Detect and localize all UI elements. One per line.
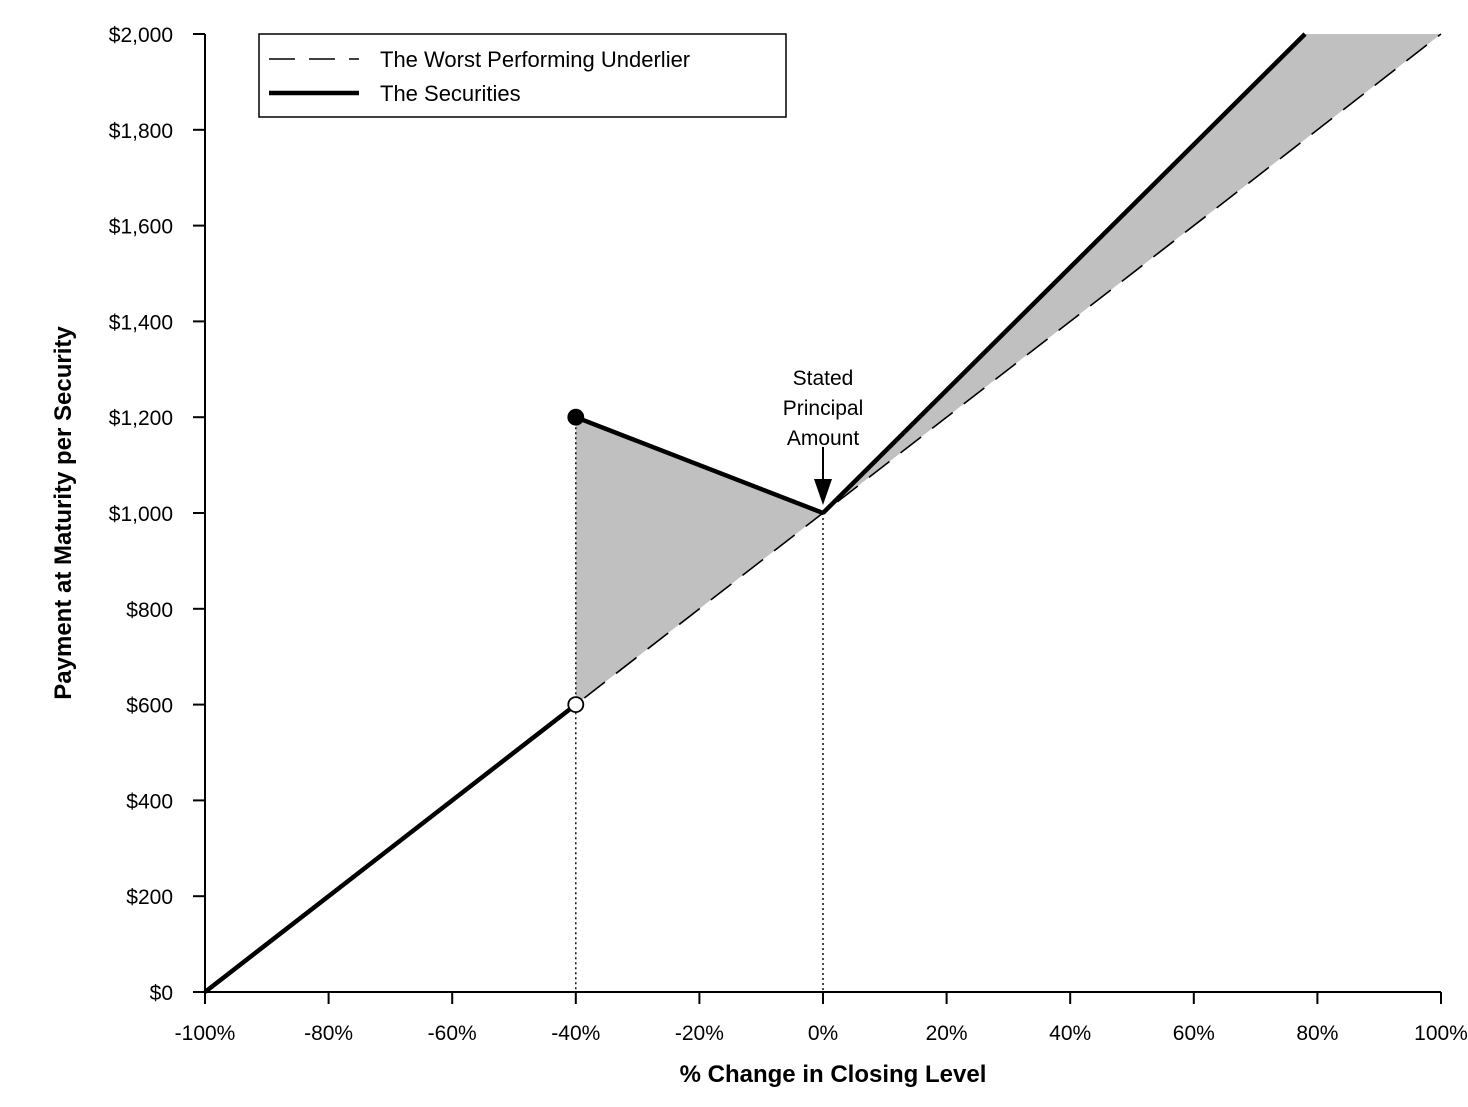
x-tick-label: 60% bbox=[1173, 1022, 1215, 1045]
annotation-line-1: Principal bbox=[783, 397, 864, 420]
markers bbox=[567, 408, 585, 713]
x-tick-label: -80% bbox=[304, 1022, 353, 1045]
series-securities-segment-2 bbox=[821, 32, 1307, 515]
x-tick-label: -40% bbox=[551, 1022, 600, 1045]
y-tick-label: $1,400 bbox=[109, 311, 173, 334]
y-tick-label: $0 bbox=[150, 982, 173, 1005]
x-tick-label: 100% bbox=[1414, 1022, 1468, 1045]
reference-lines bbox=[575, 417, 824, 992]
x-tick-label: -20% bbox=[675, 1022, 724, 1045]
y-axis-title: Payment at Maturity per Security bbox=[50, 326, 77, 700]
annotation-line-2: Amount bbox=[787, 427, 860, 450]
y-tick-label: $800 bbox=[126, 599, 173, 622]
filled-marker bbox=[567, 408, 585, 426]
annotation-arrow-icon bbox=[814, 479, 832, 505]
x-tick-label: -100% bbox=[175, 1022, 236, 1045]
open-marker bbox=[567, 696, 585, 713]
series-lines bbox=[203, 32, 1442, 994]
legend: The Worst Performing Underlier The Securi… bbox=[258, 33, 787, 118]
annotations: Stated Principal Amount bbox=[783, 367, 864, 505]
y-tick-label: $400 bbox=[126, 790, 173, 813]
axes: -100% -80% -60% -40% -20% 0% 20% 40% 60% 80% 100% $… bbox=[109, 24, 1468, 1045]
annotation-line-0: Stated bbox=[793, 367, 854, 390]
x-tick-label: 40% bbox=[1049, 1022, 1091, 1045]
y-tick-label: $1,000 bbox=[109, 503, 173, 526]
shaded-region-0 bbox=[575, 417, 823, 705]
x-axis-title: % Change in Closing Level bbox=[680, 1061, 987, 1088]
legend-label: The Worst Performing Underlier bbox=[380, 47, 690, 72]
y-tick-label: $600 bbox=[126, 695, 173, 718]
x-tick-label: -60% bbox=[428, 1022, 477, 1045]
series-securities-segment-1 bbox=[574, 415, 824, 516]
y-tick-label: $1,800 bbox=[109, 120, 173, 143]
x-tick-label: 80% bbox=[1296, 1022, 1338, 1045]
y-tick-label: $200 bbox=[126, 886, 173, 909]
series-securities-segment-0 bbox=[203, 702, 578, 994]
legend-box bbox=[258, 33, 787, 118]
y-tick-label: $1,200 bbox=[109, 407, 173, 430]
legend-label: The Securities bbox=[380, 81, 521, 106]
x-tick-label: 0% bbox=[808, 1022, 838, 1045]
y-tick-label: $2,000 bbox=[109, 24, 173, 47]
x-tick-label: 20% bbox=[926, 1022, 968, 1045]
y-tick-label: $1,600 bbox=[109, 216, 173, 239]
